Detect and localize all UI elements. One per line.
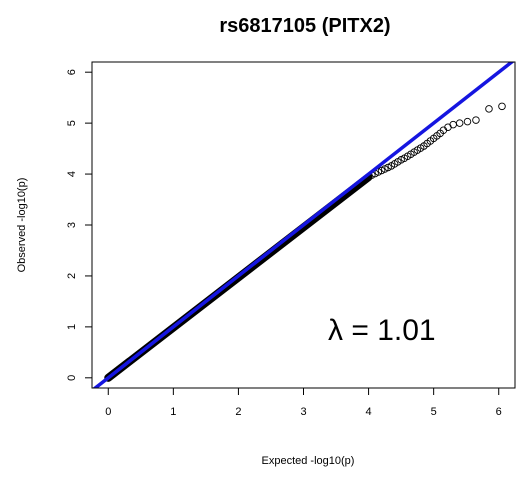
x-tick-label: 2	[235, 406, 241, 418]
data-point	[463, 117, 472, 126]
y-tick-label: 1	[66, 324, 78, 330]
x-tick-label: 5	[431, 406, 437, 418]
x-tick-label: 3	[300, 406, 306, 418]
y-tick-label: 5	[66, 120, 78, 126]
y-tick-label: 3	[66, 222, 78, 228]
y-tick-label: 2	[66, 273, 78, 279]
x-axis-label: Expected -log10(p)	[262, 455, 355, 467]
y-axis: 0 1 2 3 4 5 6	[66, 69, 92, 381]
data-point	[449, 120, 457, 129]
y-tick-label: 4	[66, 171, 78, 177]
reference-line	[92, 62, 515, 388]
y-tick-label: 6	[66, 69, 78, 75]
data-point	[498, 102, 506, 111]
data-point	[472, 116, 480, 124]
x-tick-label: 6	[496, 406, 502, 418]
x-tick-label: 0	[105, 406, 111, 418]
data-points	[104, 102, 506, 382]
data-point	[485, 105, 493, 113]
reference-line-group	[92, 62, 515, 388]
chart-title: rs6817105 (PITX2)	[219, 15, 390, 37]
x-tick-label: 4	[366, 406, 372, 418]
lambda-annotation: λ = 1.01	[328, 314, 436, 347]
y-axis-label: Observed -log10(p)	[16, 178, 28, 273]
x-tick-label: 1	[170, 406, 176, 418]
data-point	[455, 119, 464, 127]
x-axis: 0 1 2 3 4 5 6	[105, 388, 502, 418]
y-tick-label: 0	[66, 375, 78, 381]
